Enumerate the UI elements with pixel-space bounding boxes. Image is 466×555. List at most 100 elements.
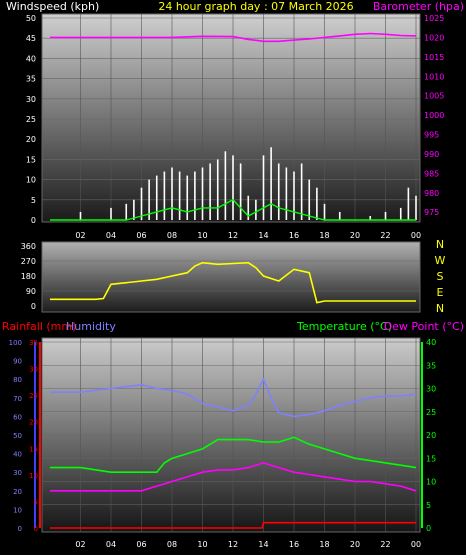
temperature-tick-label: 25	[426, 408, 436, 417]
direction-tick-label: 270	[21, 257, 36, 266]
x-tick-label: 06	[136, 540, 146, 549]
humidity-tick-label: 40	[13, 451, 22, 459]
temperature-label: Temperature (°C)	[296, 320, 392, 333]
direction-series	[50, 261, 416, 304]
barometer-tick-label: 980	[424, 189, 439, 198]
y-tick-label: 10	[26, 176, 36, 185]
rain-tick-label: 35	[29, 339, 38, 347]
temperature-tick-label: 5	[426, 501, 431, 510]
humidity-tick-label: 100	[9, 339, 22, 347]
rain-tick-label: 20	[29, 419, 38, 427]
dewpoint-label: Dew Point (°C)	[384, 320, 464, 333]
rainfall-label: Rainfall (mm)	[2, 320, 76, 333]
wind-average-line	[50, 198, 416, 221]
barometer-tick-label: 1005	[424, 92, 444, 101]
temperature-y-axis: 0 5 10 15 20 25 30 35 40	[426, 338, 436, 533]
direction-tick-label: 90	[26, 287, 36, 296]
barometer-tick-label: 995	[424, 131, 439, 140]
x-tick-label: 18	[319, 540, 329, 549]
barometer-tick-label: 975	[424, 208, 439, 217]
barometer-tick-label: 1015	[424, 53, 444, 62]
y-tick-label: 20	[26, 135, 36, 144]
humidity-y-axis: 0 10 20 30 40 50 60 70 80 90 100	[9, 339, 22, 533]
x-tick-label: 16	[289, 540, 299, 549]
wind-y-axis: 0 5 10 15 20 25 30 35 40 45 50	[26, 14, 36, 225]
direction-tick-label: 360	[21, 242, 36, 251]
barometer-tick-label: 1020	[424, 33, 444, 42]
rainfall-line	[50, 521, 416, 529]
compass-label: N	[436, 238, 444, 251]
direction-tick-label: 0	[31, 302, 36, 311]
y-tick-label: 15	[26, 155, 36, 164]
windspeed-label: Windspeed (kph)	[6, 0, 99, 13]
x-tick-label: 10	[197, 540, 207, 549]
temperature-tick-label: 20	[426, 431, 436, 440]
y-tick-label: 45	[26, 34, 36, 43]
y-tick-label: 40	[26, 54, 36, 63]
rain-tick-label: 15	[29, 445, 38, 453]
rain-tick-label: 5	[34, 498, 38, 506]
x-tick-label: 02	[75, 231, 85, 240]
temperature-tick-label: 40	[426, 338, 436, 347]
humidity-tick-label: 70	[13, 395, 22, 403]
humidity-tick-label: 0	[18, 525, 22, 533]
dewpoint-line	[50, 462, 417, 492]
barometer-line	[50, 32, 417, 43]
direction-tick-label: 180	[21, 272, 36, 281]
barometer-tick-label: 1025	[424, 14, 444, 23]
barometer-label: Barometer (hpa)	[373, 0, 464, 13]
direction-y-axis: 0 90 180 270 360	[21, 242, 36, 311]
wind-series	[50, 32, 417, 221]
humidity-tick-label: 50	[13, 432, 22, 440]
direction-grid	[42, 260, 420, 292]
temperature-series	[50, 377, 417, 529]
x-tick-label: 20	[350, 540, 360, 549]
y-tick-label: 30	[26, 95, 36, 104]
rain-y-axis: 0 5 10 15 20 25 30 35	[29, 339, 38, 533]
x-tick-label: 08	[167, 231, 177, 240]
x-tick-label: 12	[228, 231, 238, 240]
x-tick-label: 04	[106, 231, 116, 240]
humidity-tick-label: 60	[13, 413, 22, 421]
rain-tick-label: 10	[29, 472, 38, 480]
x-tick-label: 22	[380, 540, 390, 549]
humidity-line	[50, 377, 417, 418]
compass-label: E	[437, 286, 444, 299]
y-tick-label: 5	[31, 196, 36, 205]
y-tick-label: 25	[26, 115, 36, 124]
barometer-tick-label: 1000	[424, 111, 444, 120]
temperature-tick-label: 35	[426, 361, 436, 370]
x-tick-label: 16	[289, 231, 299, 240]
graph-title: 24 hour graph day : 07 March 2026	[158, 0, 353, 13]
temperature-x-axis: 02 04 06 08 10 12 14 16 18 20 22 00	[75, 540, 421, 549]
x-tick-label: 18	[319, 231, 329, 240]
x-tick-label: 06	[136, 231, 146, 240]
temperature-tick-label: 30	[426, 385, 436, 394]
temperature-line	[50, 436, 417, 473]
x-tick-label: 14	[258, 231, 268, 240]
temperature-tick-label: 15	[426, 454, 436, 463]
rain-tick-label: 25	[29, 392, 38, 400]
barometer-tick-label: 990	[424, 150, 439, 159]
x-tick-label: 00	[411, 231, 421, 240]
x-tick-label: 14	[258, 540, 268, 549]
humidity-tick-label: 20	[13, 488, 22, 496]
humidity-tick-label: 10	[13, 506, 22, 514]
barometer-y-axis: 975 980 985 990 995 1000 1005 1010 1015 1020 1025	[424, 14, 444, 217]
temperature-panel: 0 10 20 30 40 50 60 70 80 90 100 0 5 10 15 20 25 30 35 0 5…	[9, 337, 436, 549]
humidity-label: Humidity	[66, 320, 116, 333]
y-tick-label: 35	[26, 75, 36, 84]
rain-tick-label: 30	[29, 366, 38, 374]
temperature-tick-label: 0	[426, 524, 431, 533]
humidity-tick-label: 30	[13, 469, 22, 477]
wind-direction-line	[50, 261, 416, 304]
barometer-tick-label: 985	[424, 169, 439, 178]
wind-plot-area	[41, 13, 421, 223]
x-tick-label: 02	[75, 540, 85, 549]
y-tick-label: 50	[26, 14, 36, 23]
compass-label: N	[436, 302, 444, 315]
